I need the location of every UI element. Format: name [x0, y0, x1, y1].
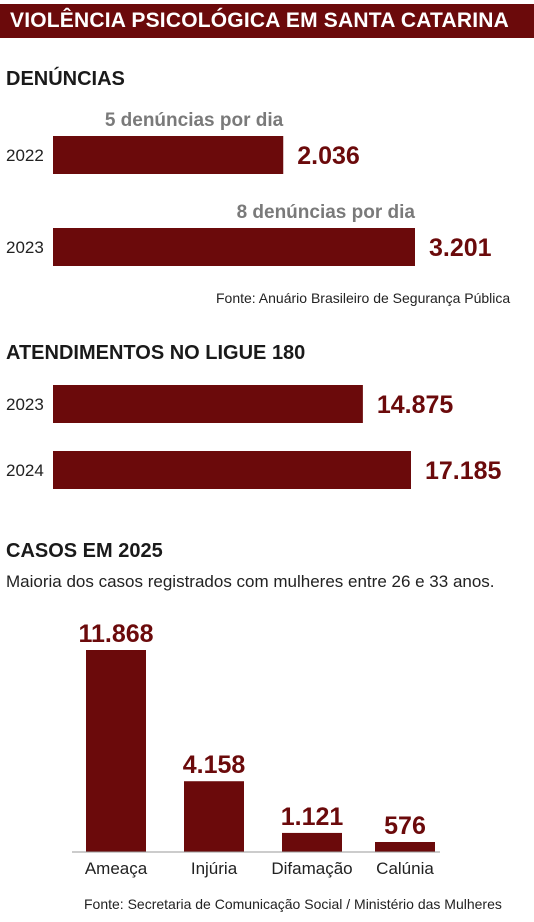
- data-label: 2.036: [297, 142, 360, 170]
- data-label: 576: [384, 812, 426, 840]
- bar: [375, 842, 435, 852]
- category-label: Injúria: [191, 859, 238, 878]
- bar: [282, 832, 342, 852]
- casos-subtitle: Maioria dos casos registrados com mulher…: [6, 572, 495, 591]
- page-title: VIOLÊNCIA PSICOLÓGICA EM SANTA CATARINA: [10, 9, 509, 32]
- bar: [53, 385, 363, 423]
- data-label: 3.201: [429, 234, 492, 262]
- year-label: 2024: [6, 461, 44, 480]
- casos-title: CASOS EM 2025: [6, 540, 163, 562]
- data-label: 4.158: [183, 751, 246, 779]
- category-label: Calúnia: [376, 859, 434, 878]
- bar-annotation: 8 denúncias por dia: [237, 202, 416, 223]
- ligue180-title: ATENDIMENTOS NO LIGUE 180: [6, 342, 306, 364]
- bar: [86, 650, 146, 852]
- bar-annotation: 5 denúncias por dia: [105, 110, 284, 131]
- bar: [53, 451, 411, 489]
- data-label: 11.868: [78, 620, 153, 648]
- title-bar: VIOLÊNCIA PSICOLÓGICA EM SANTA CATARINA: [0, 4, 534, 38]
- data-label: 14.875: [377, 391, 454, 419]
- year-label: 2023: [6, 395, 44, 414]
- bar: [53, 136, 284, 174]
- denuncias-source: Fonte: Anuário Brasileiro de Segurança P…: [216, 290, 511, 306]
- bar: [184, 781, 244, 852]
- year-label: 2022: [6, 146, 44, 165]
- denuncias-title: DENÚNCIAS: [6, 68, 125, 90]
- data-label: 1.121: [281, 803, 344, 831]
- year-label: 2023: [6, 238, 44, 257]
- data-label: 17.185: [425, 457, 502, 485]
- casos-source: Fonte: Secretaria de Comunicação Social …: [84, 896, 502, 912]
- category-label: Ameaça: [85, 859, 148, 878]
- bar: [53, 228, 415, 266]
- category-label: Difamação: [271, 859, 352, 878]
